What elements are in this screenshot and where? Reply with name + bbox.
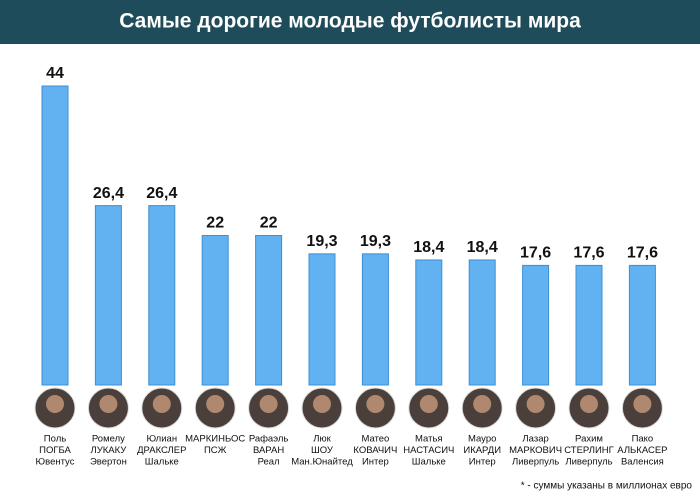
player-photo-face — [526, 395, 545, 413]
x-tick-label: Рафаэль — [249, 434, 289, 445]
x-tick-label: АЛЬКАСЕР — [617, 445, 667, 456]
value-label: 18,4 — [413, 239, 444, 256]
bar — [94, 205, 122, 386]
x-tick-label: Лазар — [522, 434, 548, 445]
value-label: 44 — [46, 65, 64, 82]
bar — [148, 205, 176, 386]
x-tick-label: Юлиан — [147, 434, 178, 445]
x-tick-label: ШОУ — [311, 445, 334, 456]
chart-title: Самые дорогие молодые футболисты мира — [119, 10, 581, 33]
bar — [41, 85, 69, 386]
x-tick-label: МАРКОВИЧ — [509, 445, 562, 456]
player-photo-face — [473, 395, 492, 413]
footnote: * - суммы указаны в миллионах евро — [521, 481, 693, 492]
x-tick-label: Ювентус — [36, 457, 75, 468]
value-label: 17,6 — [520, 245, 551, 262]
bar — [201, 235, 229, 386]
x-tick-label: ДРАКСЛЕР — [137, 445, 186, 456]
x-tick-label: Матео — [361, 434, 389, 445]
player-photo-face — [99, 395, 118, 413]
value-label: 26,4 — [146, 185, 177, 202]
bar — [575, 264, 603, 386]
x-tick-label: СТЕРЛИНГ — [564, 445, 614, 456]
value-label: 19,3 — [306, 233, 337, 250]
x-tick-label: Матья — [415, 434, 443, 445]
x-tick-label: Рахим — [575, 434, 603, 445]
x-tick-label: Шальке — [412, 457, 446, 468]
player-photo-face — [313, 395, 331, 413]
value-label: 18,4 — [467, 239, 498, 256]
value-label: 17,6 — [627, 245, 658, 262]
x-tick-label: Интер — [362, 457, 389, 468]
bar — [361, 253, 389, 386]
x-tick-label: Шальке — [145, 457, 179, 468]
player-photo-face — [206, 395, 225, 413]
player-photo-face — [259, 395, 278, 413]
value-label: 26,4 — [93, 185, 124, 202]
bar — [522, 264, 550, 386]
x-tick-label: Люк — [313, 434, 331, 445]
x-tick-label: Ман.Юнайтед — [291, 457, 353, 468]
x-tick-label: Реал — [258, 457, 280, 468]
x-tick-label: Ливерпуль — [512, 457, 559, 468]
x-tick-label: ВАРАН — [253, 445, 284, 456]
value-label: 22 — [260, 215, 278, 232]
x-tick-label: ИКАРДИ — [463, 445, 501, 456]
player-photo-face — [580, 395, 598, 413]
bar — [415, 259, 443, 386]
x-tick-label: Ромелу — [92, 434, 125, 445]
player-photo-face — [46, 395, 64, 413]
x-tick-label: Валенсия — [621, 457, 664, 468]
player-photo-face — [152, 395, 171, 413]
x-tick-label: Поль — [44, 434, 66, 445]
x-tick-label: НАСТАСИЧ — [403, 445, 454, 456]
x-tick-label: ПОГБА — [39, 445, 71, 456]
bar — [255, 235, 283, 386]
x-tick-label: МАРКИНЬОС — [185, 434, 245, 445]
bar — [628, 264, 656, 386]
x-tick-label: Мауро — [468, 434, 496, 445]
x-tick-label: ЛУКАКУ — [90, 445, 127, 456]
x-tick-label: Эвертон — [90, 457, 127, 468]
x-tick-label: Пако — [632, 434, 654, 445]
title-banner — [0, 0, 700, 44]
value-label: 19,3 — [360, 233, 391, 250]
player-photo-face — [366, 395, 385, 413]
x-tick-label: Интер — [469, 457, 496, 468]
player-photo-face — [633, 395, 652, 413]
value-label: 22 — [206, 215, 224, 232]
bar — [308, 253, 336, 386]
x-tick-label: Ливерпуль — [565, 457, 612, 468]
value-label: 17,6 — [573, 245, 604, 262]
player-photo-face — [419, 395, 438, 413]
bar — [468, 259, 496, 386]
x-tick-label: КОВАЧИЧ — [353, 445, 397, 456]
x-tick-label: ПСЖ — [204, 445, 227, 456]
